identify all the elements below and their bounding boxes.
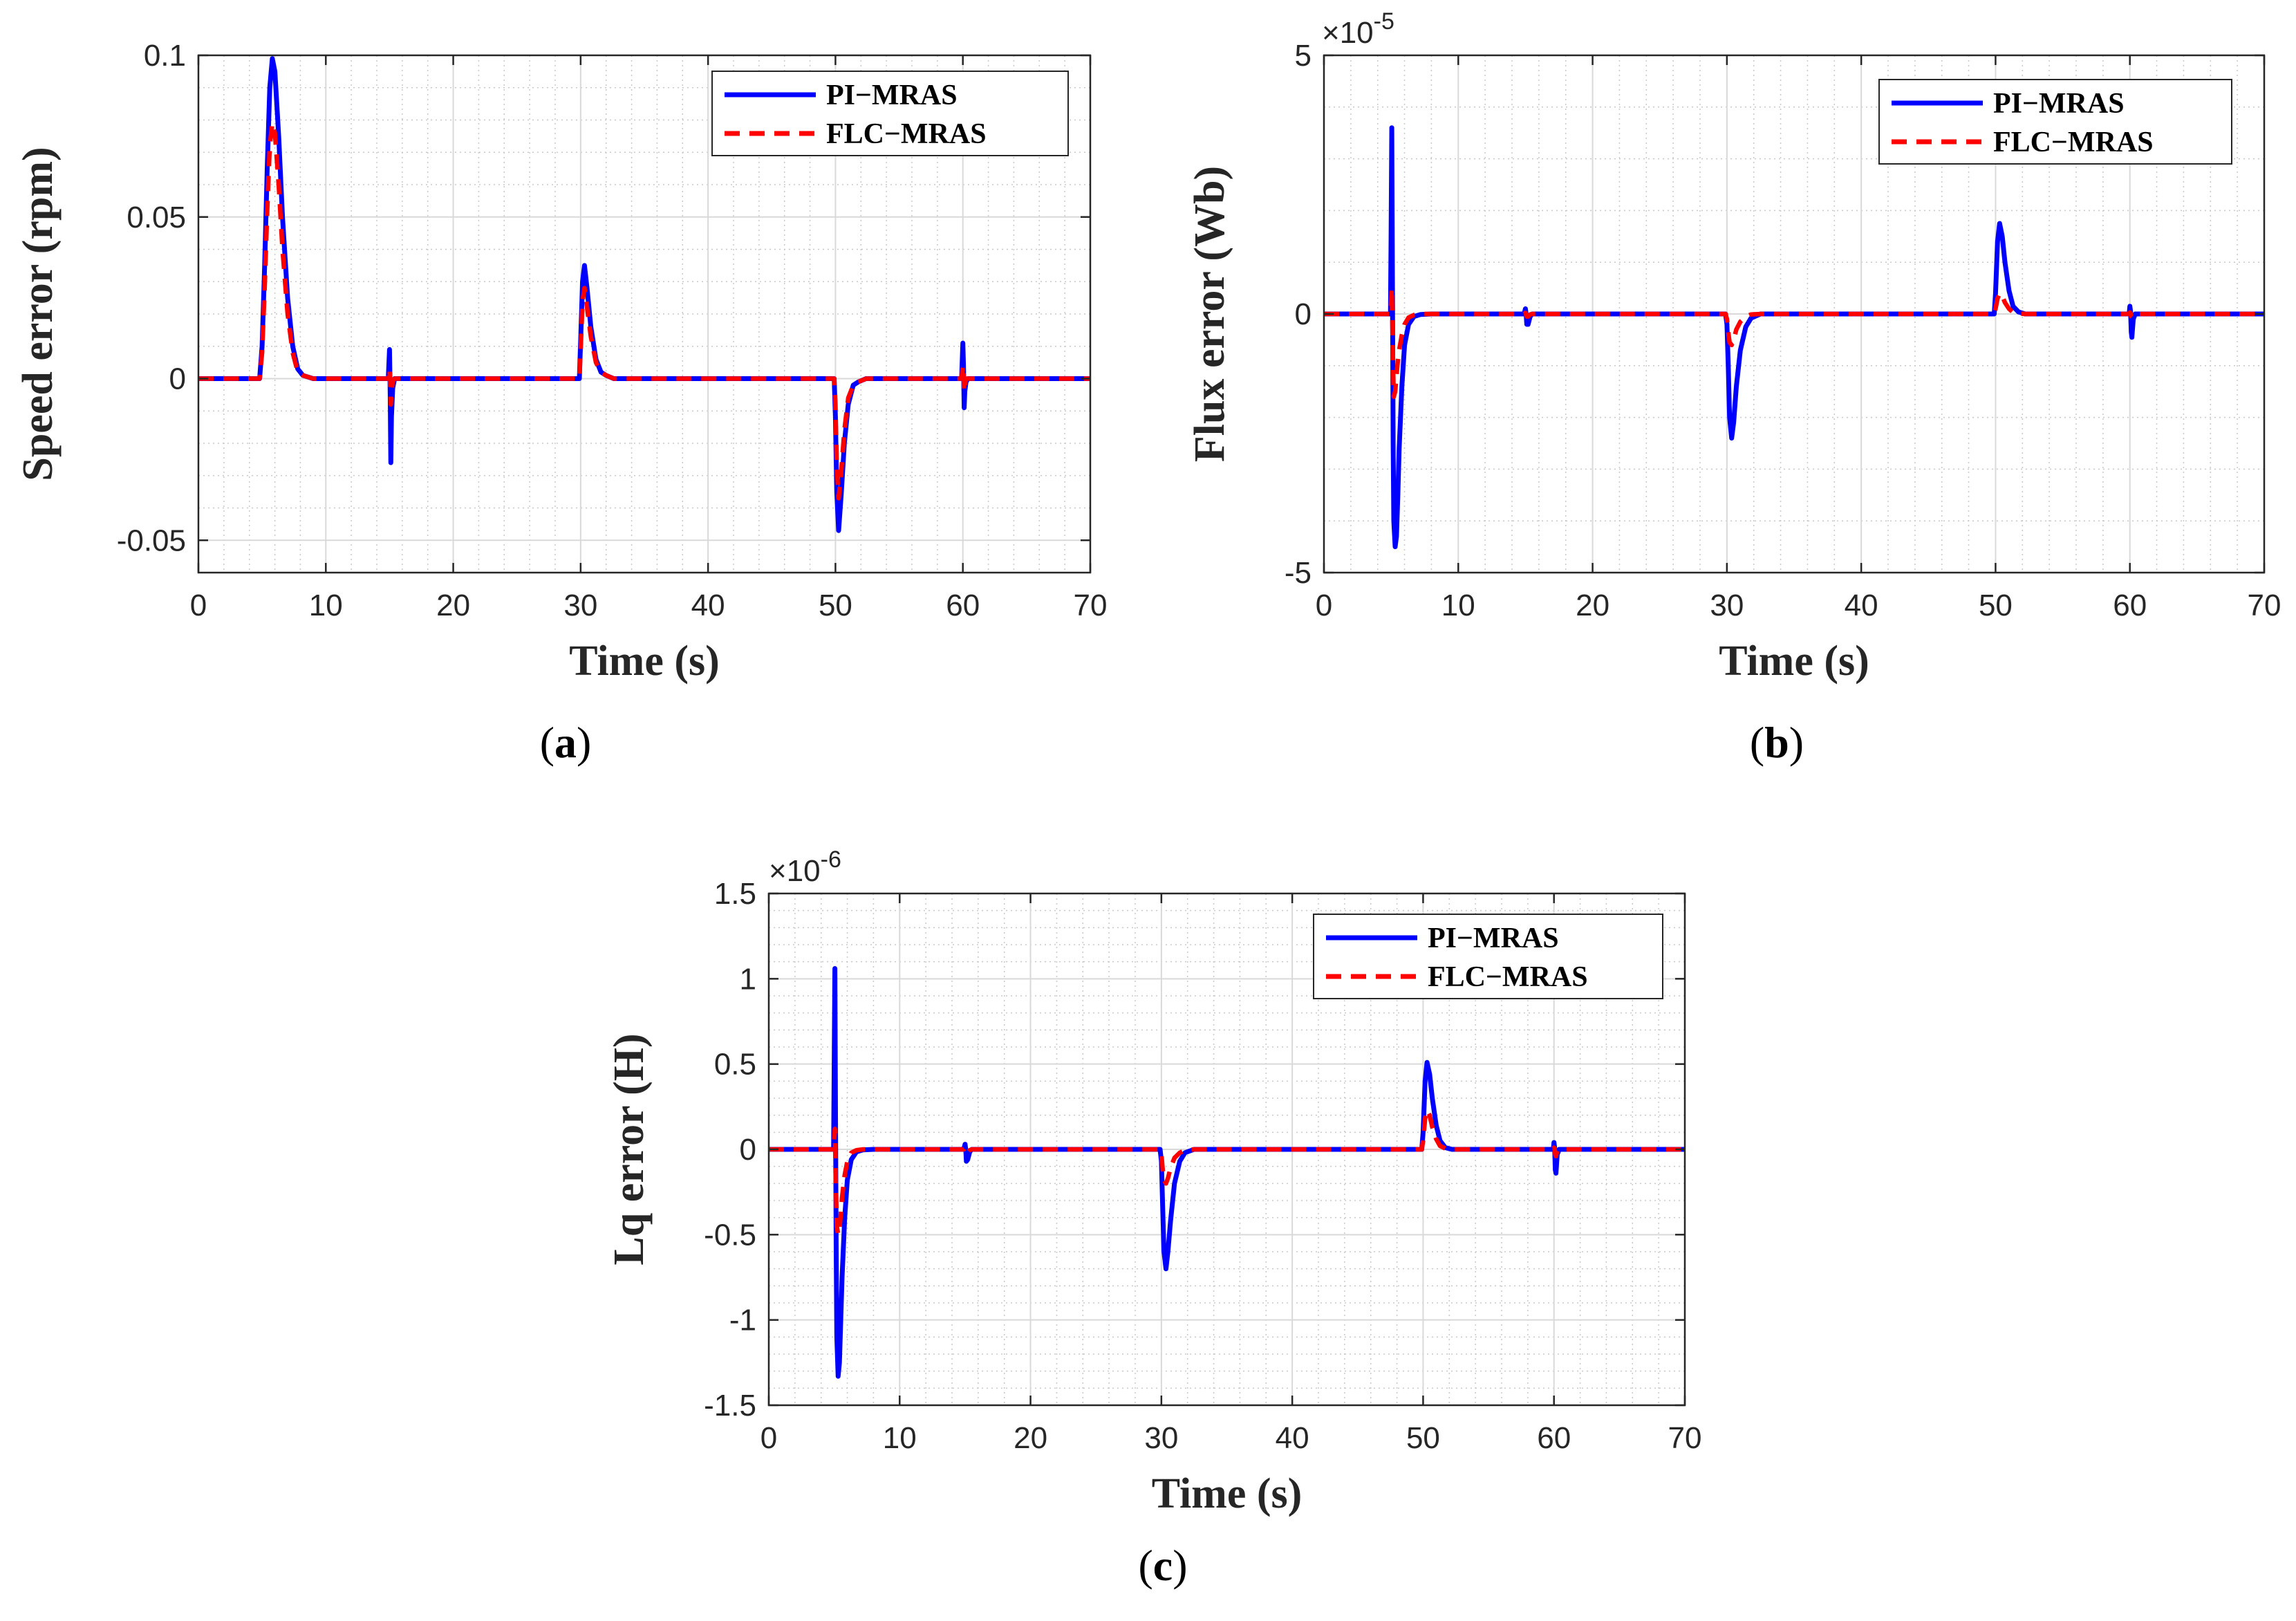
x-tick-label: 20 bbox=[436, 589, 470, 622]
legend-label-flc-mras: FLC−MRAS bbox=[1993, 127, 2154, 158]
x-tick-label: 60 bbox=[2113, 589, 2147, 622]
x-tick-label: 30 bbox=[563, 589, 597, 622]
x-tick-label: 70 bbox=[2248, 589, 2281, 622]
legend: PI−MRAS FLC−MRAS bbox=[1878, 79, 2232, 165]
caption-letter: a bbox=[554, 718, 577, 767]
x-axis-label: Time (s) bbox=[569, 638, 720, 685]
x-tick-label: 40 bbox=[1276, 1421, 1309, 1455]
exponent-base: ×10 bbox=[1322, 16, 1374, 50]
caption-letter: c bbox=[1153, 1541, 1173, 1590]
x-tick-label: 60 bbox=[1537, 1421, 1571, 1455]
y-tick-label: -5 bbox=[1285, 556, 1312, 590]
y-tick-label: 5 bbox=[1295, 39, 1312, 73]
x-tick-label: 60 bbox=[946, 589, 980, 622]
x-tick-label: 40 bbox=[1845, 589, 1878, 622]
series-line-flc-mras bbox=[769, 1108, 1685, 1237]
y-tick-label: 0.05 bbox=[127, 201, 186, 234]
x-tick-label: 10 bbox=[309, 589, 343, 622]
y-tick-label: -0.05 bbox=[117, 524, 186, 557]
y-tick-label: 0.1 bbox=[144, 39, 186, 73]
series-line-flc-mras bbox=[1324, 286, 2264, 399]
y-tick-label: -0.5 bbox=[704, 1218, 756, 1252]
x-tick-label: 0 bbox=[1316, 589, 1332, 622]
legend: PI−MRAS FLC−MRAS bbox=[711, 71, 1069, 156]
y-tick-label: 0.5 bbox=[714, 1048, 756, 1082]
subfigure-caption: (b) bbox=[1750, 718, 1804, 767]
x-tick-label: 50 bbox=[1406, 1421, 1440, 1455]
subfigure-caption: (a) bbox=[540, 718, 592, 767]
series-line-pi-mras bbox=[769, 966, 1685, 1379]
legend-label-pi-mras: PI−MRAS bbox=[826, 80, 958, 111]
chart-c: 0 10 20 30 40 50 60 70 -1.5 -1 -0.5 0 0.5 1 1.5 ×10-6 Ti… bbox=[606, 846, 1701, 1590]
y-tick-label: -1.5 bbox=[704, 1389, 756, 1423]
legend-label-pi-mras: PI−MRAS bbox=[1993, 88, 2125, 120]
x-tick-label: 30 bbox=[1144, 1421, 1178, 1455]
exponent-power: -5 bbox=[1374, 8, 1394, 35]
caption-letter: b bbox=[1764, 718, 1789, 767]
exponent-power: -6 bbox=[821, 846, 841, 873]
y-axis-label: Flux error (Wb) bbox=[1186, 166, 1233, 462]
series-line-flc-mras bbox=[198, 120, 1090, 501]
exponent-base: ×10 bbox=[769, 854, 821, 888]
x-tick-label: 10 bbox=[883, 1421, 917, 1455]
legend-label-flc-mras: FLC−MRAS bbox=[1428, 961, 1588, 993]
x-tick-label: 20 bbox=[1014, 1421, 1047, 1455]
legend-label-pi-mras: PI−MRAS bbox=[1428, 923, 1559, 954]
x-tick-label: 30 bbox=[1710, 589, 1744, 622]
x-tick-label: 70 bbox=[1668, 1421, 1702, 1455]
subfigure-caption: (c) bbox=[1138, 1541, 1187, 1590]
legend-label-flc-mras: FLC−MRAS bbox=[826, 118, 987, 150]
x-axis-label: Time (s) bbox=[1719, 638, 1869, 685]
y-tick-label: -1 bbox=[729, 1304, 756, 1337]
y-tick-label: 0 bbox=[169, 362, 186, 396]
legend: PI−MRAS FLC−MRAS bbox=[1313, 914, 1663, 999]
x-tick-label: 50 bbox=[819, 589, 852, 622]
y-tick-label: 0 bbox=[1295, 297, 1312, 331]
y-tick-label: 1 bbox=[740, 962, 756, 996]
y-axis-label: Speed error (rpm) bbox=[15, 147, 62, 481]
x-tick-label: 0 bbox=[760, 1421, 777, 1455]
x-tick-label: 40 bbox=[691, 589, 725, 622]
x-tick-label: 50 bbox=[1979, 589, 2013, 622]
x-tick-label: 0 bbox=[190, 589, 207, 622]
axis-exponent-label: ×10-6 bbox=[769, 846, 841, 888]
series-line-pi-mras bbox=[1324, 125, 2264, 550]
x-axis-label: Time (s) bbox=[1152, 1470, 1303, 1517]
x-tick-label: 20 bbox=[1576, 589, 1609, 622]
y-axis-label: Lq error (H) bbox=[606, 1033, 653, 1265]
legend-box bbox=[1313, 914, 1663, 999]
axis-exponent-label: ×10-5 bbox=[1322, 8, 1394, 50]
legend-box bbox=[1878, 79, 2232, 165]
legend-box bbox=[711, 71, 1069, 156]
axes-box bbox=[197, 54, 1092, 574]
y-tick-label: 0 bbox=[740, 1133, 756, 1167]
y-tick-label: 1.5 bbox=[714, 877, 756, 911]
x-tick-label: 70 bbox=[1074, 589, 1108, 622]
x-tick-label: 10 bbox=[1441, 589, 1475, 622]
